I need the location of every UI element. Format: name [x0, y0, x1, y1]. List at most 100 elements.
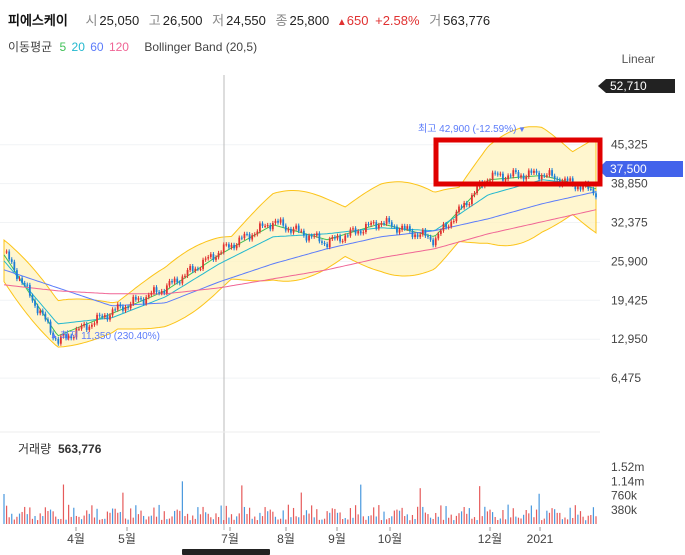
candle-body: [566, 178, 569, 181]
candle-body: [147, 294, 150, 298]
volume-bar: [419, 488, 421, 524]
volume-value: 563,776: [443, 13, 491, 28]
month-label: 8월: [277, 532, 295, 546]
candle-body: [445, 224, 447, 228]
candle-body: [385, 218, 388, 224]
volume-bar: [99, 519, 101, 524]
candle-body: [217, 252, 220, 258]
candle-body: [548, 170, 551, 176]
candle-body: [129, 303, 132, 309]
candle-body: [158, 292, 161, 294]
ma-legend: 이동평균 5 20 60 120 Bollinger Band (20,5): [8, 38, 261, 55]
volume-bar: [551, 508, 553, 524]
volume-bar: [572, 517, 574, 524]
volume-bar: [75, 515, 77, 524]
highlight-box: [433, 137, 603, 187]
volume-bar: [88, 513, 90, 524]
volume-bar: [189, 520, 191, 524]
volume-bar: [347, 519, 349, 524]
volume-bar: [184, 516, 186, 524]
volume-bar: [440, 505, 442, 524]
volume-bar: [305, 510, 308, 524]
candle-body: [538, 172, 541, 180]
ma-20-label[interactable]: 20: [71, 40, 85, 54]
candle-body: [116, 304, 119, 310]
candle-body: [103, 315, 106, 318]
ma-5-label[interactable]: 5: [59, 40, 67, 54]
candle-body: [489, 180, 491, 182]
volume-bar: [530, 505, 532, 524]
candle-body: [398, 229, 401, 233]
bollinger-label[interactable]: Bollinger Band (20,5): [144, 40, 258, 54]
volume-bar: [515, 516, 517, 524]
open-value: 25,050: [99, 13, 140, 28]
volume-bar: [194, 518, 196, 524]
volume-bar: [18, 513, 21, 524]
volume-bar: [450, 514, 452, 524]
candle-body: [512, 170, 515, 177]
volume-bar: [577, 514, 579, 524]
volume-bar: [179, 510, 181, 524]
volume-bar: [55, 516, 57, 524]
candle-body: [212, 254, 215, 260]
volume-bar: [70, 516, 72, 524]
candle-body: [569, 178, 572, 181]
high-annotation-arrow-icon: ▼: [518, 125, 526, 134]
volume-bar: [455, 515, 458, 524]
volume-bar: [336, 512, 339, 524]
candle-body: [65, 334, 67, 339]
candle-body: [96, 314, 98, 324]
volume-bar: [590, 515, 592, 524]
candle-body: [517, 172, 520, 178]
volume-bar: [261, 516, 264, 524]
candle-body: [419, 234, 422, 237]
volume-bar: [11, 513, 13, 524]
candle-body: [346, 235, 349, 237]
price-tick-label: 12,950: [611, 332, 648, 346]
volume-bar: [554, 509, 556, 524]
candle-body: [248, 234, 251, 240]
candle-body: [109, 315, 111, 320]
candle-body: [163, 290, 166, 294]
candle-body: [284, 225, 287, 231]
candle-body: [106, 315, 109, 320]
volume-bar: [236, 516, 238, 524]
volume-bar: [295, 516, 297, 524]
candle-body: [274, 220, 277, 224]
ma-60-label[interactable]: 60: [90, 40, 104, 54]
candle-body: [447, 226, 450, 228]
candle-body: [5, 251, 8, 253]
volume-bar: [471, 518, 473, 524]
candle-body: [168, 280, 171, 286]
candle-body: [339, 235, 341, 242]
volume-bar: [163, 511, 165, 524]
ma-120-label[interactable]: 120: [108, 40, 129, 54]
candle-body: [372, 222, 375, 224]
scale-mode-toggle[interactable]: Linear: [621, 52, 655, 66]
volume-bar: [453, 520, 455, 524]
volume-bar: [360, 484, 362, 524]
candle-body: [553, 175, 556, 179]
volume-bar: [197, 507, 199, 524]
volume-bar: [47, 511, 49, 524]
low-annotation: 최저 11,350 (230.40%): [60, 330, 160, 342]
volume-bar: [264, 507, 266, 524]
candle-body: [308, 235, 310, 241]
candle-body: [359, 231, 362, 234]
candle-body: [401, 225, 404, 230]
volume-bar: [124, 518, 127, 524]
candle-body: [533, 170, 535, 173]
volume-bar: [52, 511, 54, 524]
volume-bar: [26, 514, 28, 524]
time-scrollbar[interactable]: [182, 549, 270, 555]
candle-body: [429, 236, 432, 240]
volume-bar: [592, 507, 595, 524]
volume-bar: [207, 513, 209, 524]
volume-bar: [243, 506, 246, 524]
candle-body: [10, 259, 13, 262]
candle-body: [432, 239, 435, 246]
volume-bar: [422, 506, 424, 524]
change-percent: +2.58%: [375, 13, 420, 28]
candle-body: [315, 233, 318, 236]
